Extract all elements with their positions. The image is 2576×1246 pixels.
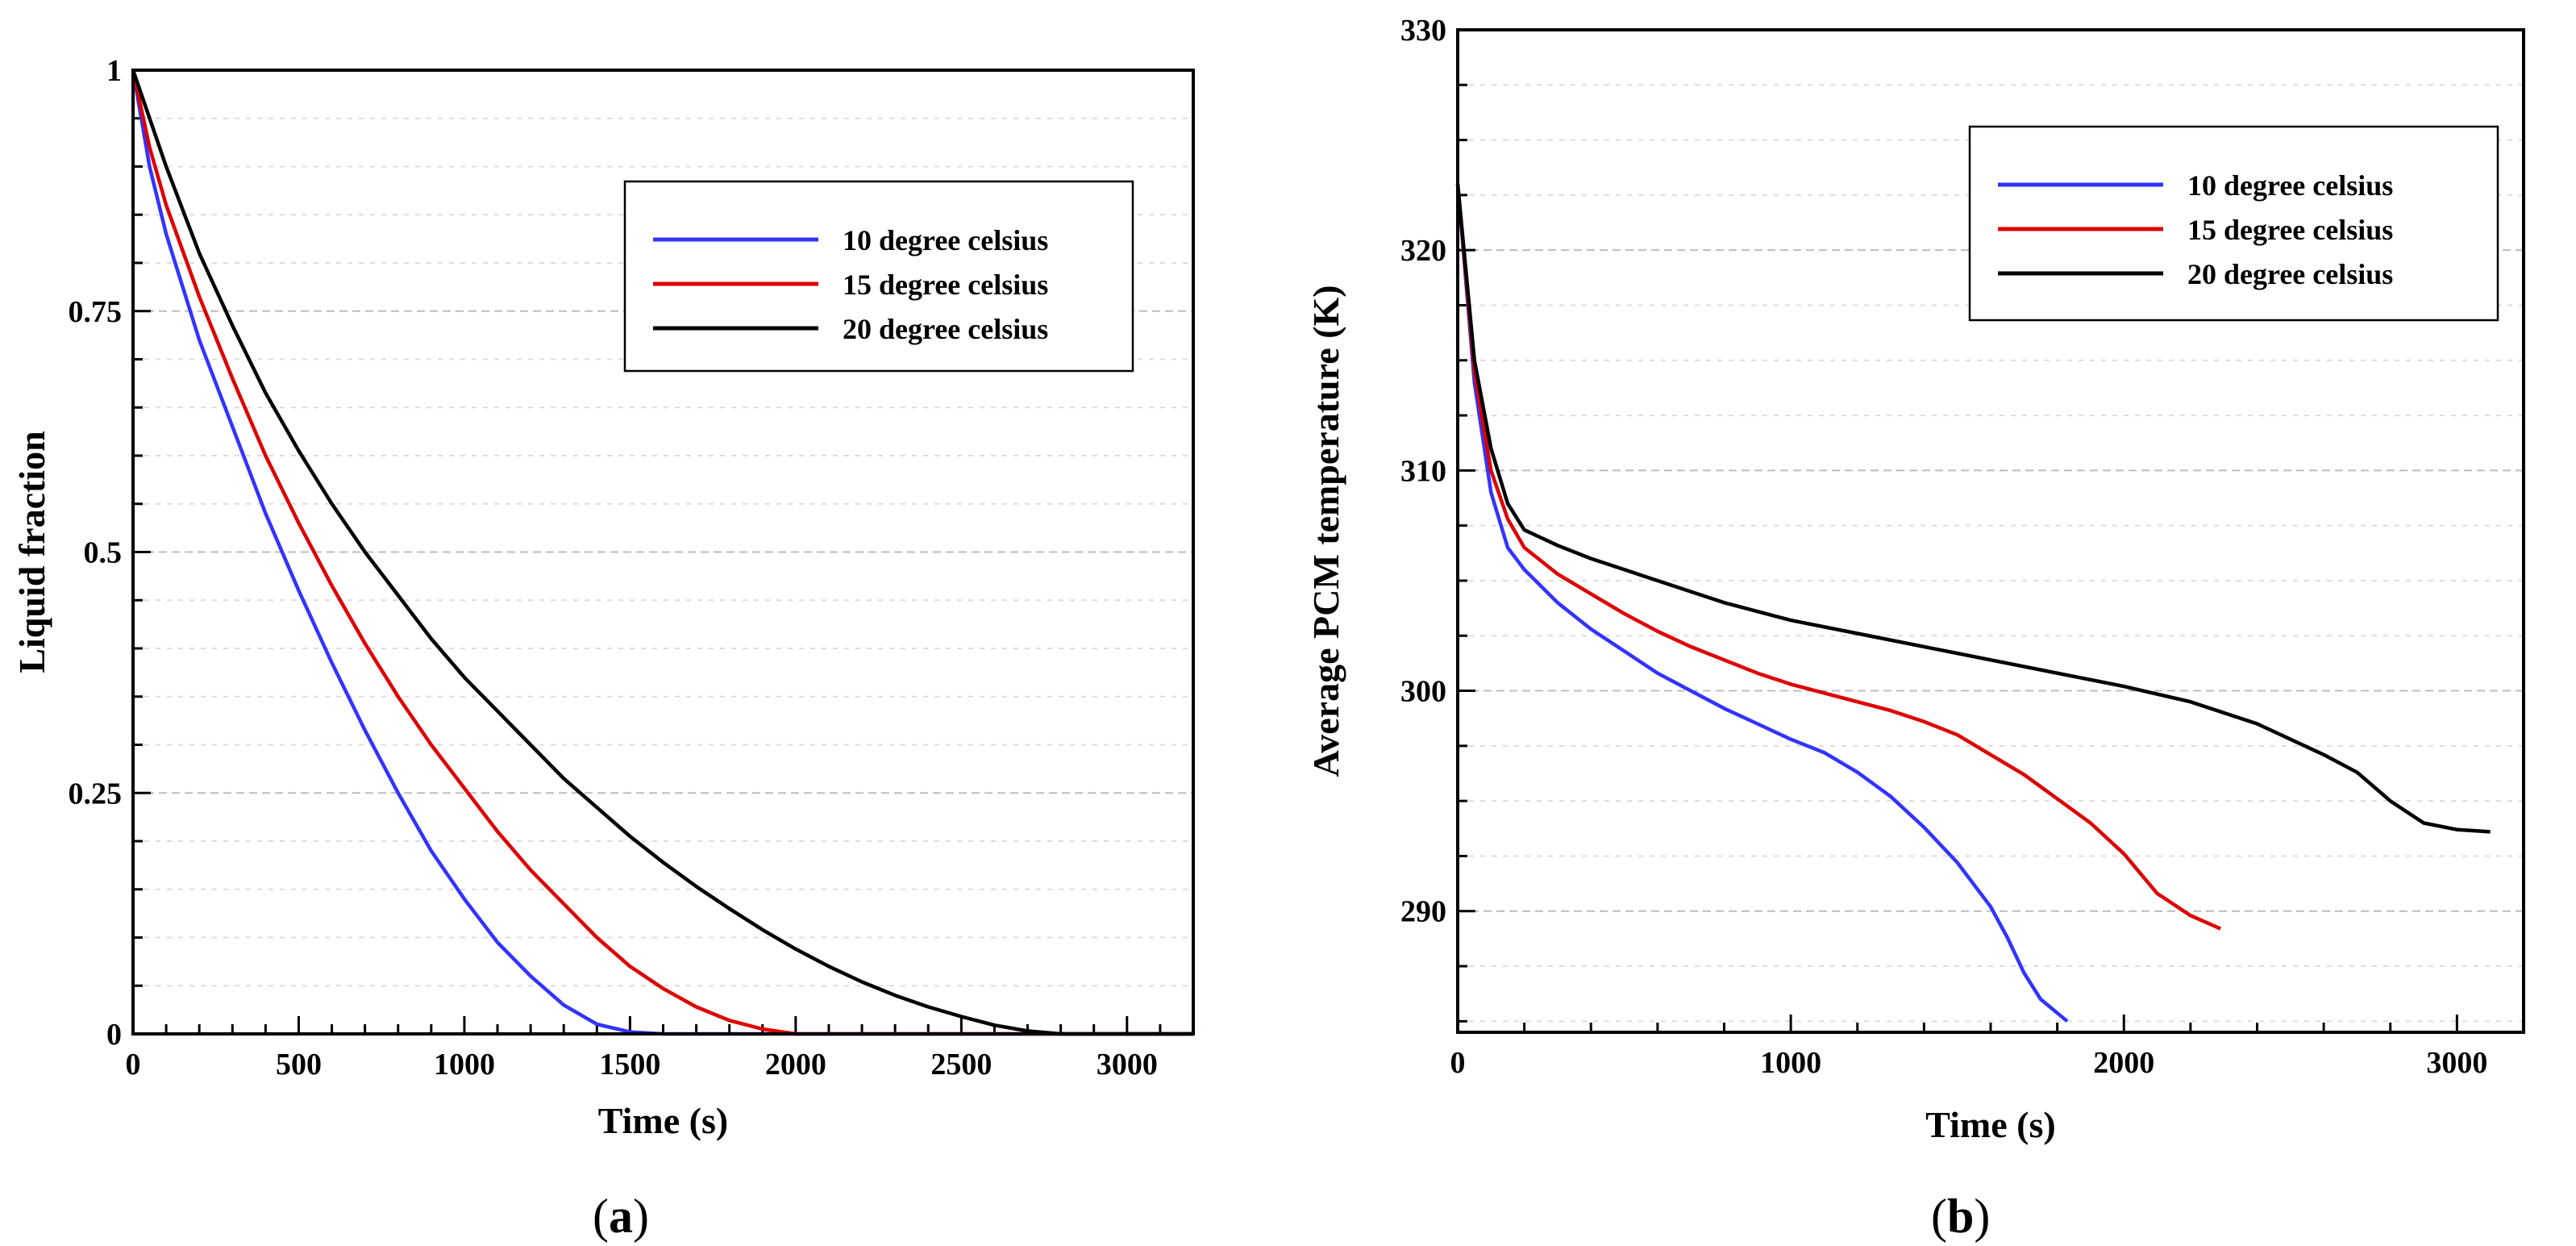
series-line-3: [131, 69, 1193, 1036]
series-line-3: [1455, 183, 2491, 834]
y-tick-label: 1: [106, 54, 122, 88]
x-tick-label: 500: [276, 1048, 322, 1081]
plot-frame: [131, 69, 1195, 1036]
y-tick-label: 300: [1400, 675, 1446, 709]
caption-close-paren: ): [633, 1190, 649, 1243]
caption-letter: b: [1947, 1190, 1974, 1243]
x-tick-label: 3000: [1097, 1048, 1158, 1081]
chart-panel-b: 0 1000 2000 3000 290 300 310 320 330 Time (s) Aver…: [1305, 14, 2525, 1243]
caption-close-paren: ): [1974, 1190, 1990, 1243]
x-tick-label: 2500: [930, 1048, 992, 1081]
legend-label-1: 10 degree celsius: [2187, 169, 2393, 202]
legend-label-2: 15 degree celsius: [843, 269, 1048, 301]
y-axis-title: Liquid fraction: [11, 431, 52, 673]
x-tick-label: 2000: [765, 1048, 826, 1081]
legend-box: [623, 180, 1134, 373]
legend-label-3: 20 degree celsius: [843, 313, 1048, 345]
panel-caption: (a): [593, 1190, 649, 1243]
y-tick-label: 0.75: [69, 295, 123, 329]
x-axis-title: Time (s): [1925, 1104, 2055, 1145]
x-tick-label: 0: [126, 1048, 141, 1081]
x-tick-label: 1000: [434, 1048, 495, 1081]
x-tick-label: 2000: [2093, 1046, 2154, 1080]
chart-panel-a: 0 500 1000 1500 2000 2500 3000 0 0.25 0.5 0.75 1 Tim…: [11, 54, 1195, 1243]
x-tick-label: 3000: [2426, 1046, 2487, 1080]
legend-box: [1968, 125, 2499, 322]
panel-caption: (b): [1931, 1190, 1990, 1243]
series-line-2: [131, 69, 1193, 1036]
y-tick-label: 320: [1400, 234, 1446, 268]
legend: 10 degree celsius 15 degree celsius 20 deg…: [623, 180, 1134, 373]
y-tick-label: 310: [1400, 454, 1446, 488]
series-line-1: [1455, 184, 2069, 1023]
y-tick-label: 0.25: [69, 777, 123, 811]
x-tick-label: 0: [1450, 1046, 1466, 1080]
series-line-2: [1455, 184, 2222, 931]
y-tick-label: 0: [106, 1018, 122, 1052]
y-tick-label: 0.5: [84, 536, 123, 570]
y-tick-label: 290: [1400, 895, 1446, 929]
plot-frame: [1456, 28, 2525, 1034]
legend-label-1: 10 degree celsius: [843, 224, 1048, 256]
x-tick-label: 1000: [1760, 1046, 1821, 1080]
y-tick-label: 330: [1400, 14, 1446, 48]
legend-label-2: 15 degree celsius: [2187, 214, 2393, 246]
series-line-1: [131, 69, 1193, 1036]
caption-letter: a: [609, 1190, 633, 1243]
caption-open-paren: (: [593, 1190, 609, 1243]
legend: 10 degree celsius 15 degree celsius 20 deg…: [1968, 125, 2499, 322]
x-axis-title: Time (s): [598, 1100, 728, 1141]
x-tick-label: 1500: [599, 1048, 660, 1081]
y-axis-title: Average PCM temperature (K): [1305, 285, 1346, 777]
caption-open-paren: (: [1931, 1190, 1947, 1243]
legend-label-3: 20 degree celsius: [2187, 258, 2393, 290]
